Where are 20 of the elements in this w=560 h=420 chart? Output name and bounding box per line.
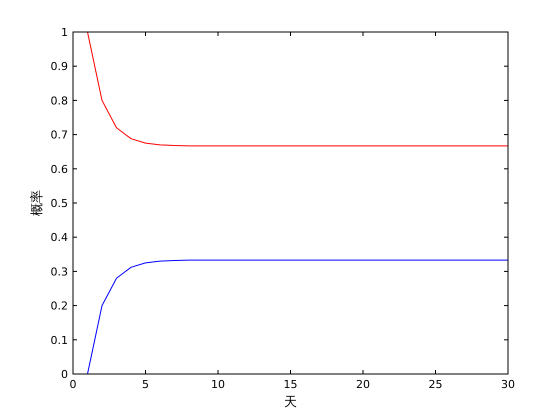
y-tick-label: 0.7	[50, 128, 68, 142]
y-tick-label: 0.9	[50, 60, 68, 74]
y-tick-label: 0.5	[50, 197, 68, 210]
y-tick-label: 0.4	[50, 231, 68, 244]
x-tick-label: 10	[211, 378, 225, 391]
y-axis-title: 概率	[29, 190, 45, 216]
y-tick-label: 0	[61, 368, 68, 381]
y-tick-label: 0.2	[50, 300, 68, 313]
y-tick-label: 0.6	[50, 162, 68, 176]
x-axis-title: 天	[284, 395, 297, 410]
x-tick-label: 5	[142, 378, 149, 391]
y-tick-label: 0.1	[50, 334, 68, 347]
x-tick-label: 30	[501, 378, 515, 391]
y-tick-label: 0.3	[50, 265, 68, 278]
x-tick-label: 25	[428, 378, 442, 391]
y-tick-label: 1	[61, 26, 68, 39]
x-tick-label: 20	[356, 378, 370, 391]
x-tick-label: 0	[70, 378, 76, 391]
y-tick-label: 0.8	[50, 94, 68, 108]
x-tick-label: 15	[284, 378, 298, 391]
